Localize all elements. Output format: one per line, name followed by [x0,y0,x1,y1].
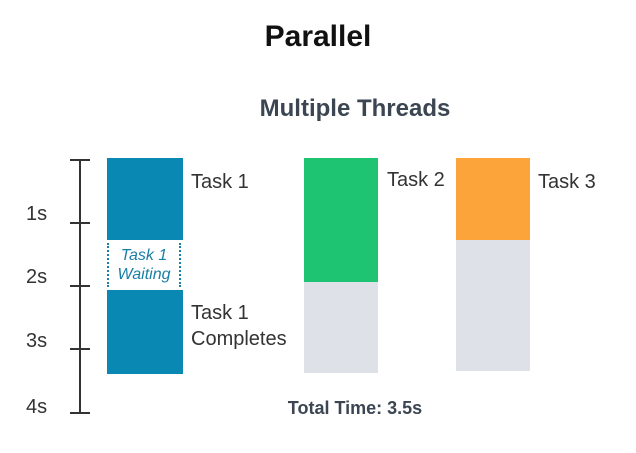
time-axis-line [79,160,81,414]
task3-label: Task 3 [538,171,596,193]
task2-label: Task 2 [387,169,445,191]
task3-idle-bar [456,240,530,371]
task2-idle-bar [304,282,378,373]
time-label-2s: 2s [26,266,48,288]
total-time-label: Total Time: 3.5s [287,398,423,418]
time-axis-tick-3s [70,348,90,350]
task1-complete-bar [107,290,183,374]
page-title: Parallel [264,20,372,53]
task1-label: Task 1 [191,171,249,193]
diagram-subtitle: Multiple Threads [259,95,451,122]
time-label-4s: 4s [26,396,48,418]
time-axis-tick-2s [70,285,90,287]
time-label-1s: 1s [26,203,48,225]
time-axis-tick-4s [70,412,90,414]
task1-waiting-label: Task 1 Waiting [117,247,171,283]
task2-running-bar [304,158,378,282]
time-axis-tick-0 [70,159,90,161]
task3-running-bar [456,158,530,240]
task1-running-bar [107,158,183,240]
task1-completes-label: Task 1 Completes [191,302,287,350]
time-axis-tick-1s [70,222,90,224]
task1-waiting-box: Task 1 Waiting [107,243,181,287]
time-label-3s: 3s [26,330,48,352]
